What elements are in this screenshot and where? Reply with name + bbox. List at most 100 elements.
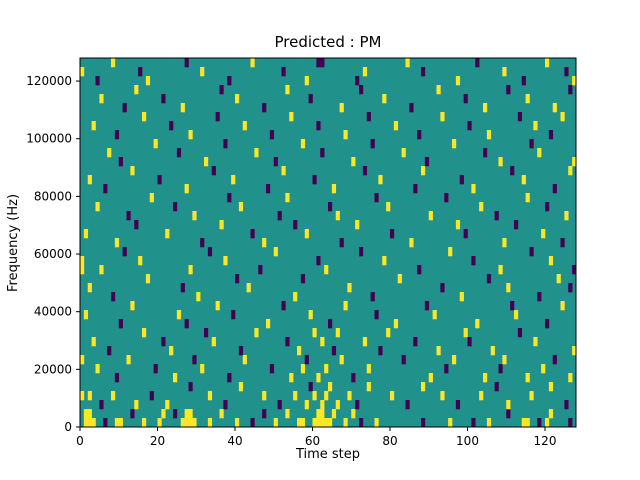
heatmap-cell — [552, 355, 557, 365]
heatmap-cell — [316, 58, 321, 68]
heatmap-cell — [273, 418, 278, 428]
heatmap-cell — [297, 346, 302, 356]
heatmap-cell — [463, 328, 468, 338]
y-tick-label: 60000 — [34, 247, 72, 261]
heatmap-cell — [568, 85, 573, 95]
heatmap-cell — [545, 202, 550, 212]
heatmap-cell — [242, 355, 247, 365]
heatmap-cell — [176, 310, 182, 320]
heatmap-cell — [483, 148, 488, 158]
heatmap-cell — [99, 94, 104, 104]
heatmap-cell — [281, 67, 286, 77]
heatmap-cell — [80, 355, 85, 365]
heatmap-cell — [529, 391, 534, 401]
heatmap-cell — [293, 292, 298, 302]
heatmap-cell — [494, 211, 499, 221]
heatmap-cell — [87, 175, 92, 185]
heatmap-cell — [219, 220, 224, 230]
heatmap-cell — [564, 67, 569, 77]
heatmap-cell — [285, 85, 290, 95]
heatmap-cell — [366, 112, 371, 122]
heatmap-cell — [277, 211, 282, 221]
heatmap-cell — [157, 418, 162, 428]
heatmap-cell — [455, 220, 461, 230]
heatmap-cell — [289, 112, 294, 122]
y-tick-label: 40000 — [34, 305, 72, 319]
heatmap-cell — [161, 337, 166, 347]
heatmap-cell — [95, 202, 100, 212]
heatmap-cell — [250, 418, 255, 428]
heatmap-cell — [514, 310, 519, 320]
heatmap-cell — [498, 157, 503, 167]
heatmap-cell — [304, 355, 309, 365]
heatmap-cell — [424, 157, 430, 167]
heatmap-cell — [173, 409, 178, 419]
axes-frame — [79, 57, 577, 428]
heatmap-cell — [335, 400, 340, 410]
heatmap-cell — [490, 346, 495, 356]
heatmap-cell — [111, 292, 116, 302]
heatmap-cell — [537, 292, 542, 302]
heatmap-cell — [134, 400, 139, 410]
x-tick-label: 0 — [76, 434, 84, 448]
heatmap-cell — [188, 130, 193, 140]
heatmap-cell — [390, 229, 395, 239]
heatmap-cell — [130, 301, 135, 311]
heatmap-cell — [351, 409, 356, 419]
heatmap-cell — [91, 337, 96, 347]
heatmap-cell — [285, 409, 290, 419]
heatmap-cell — [192, 211, 197, 221]
heatmap-cell — [192, 418, 197, 428]
heatmap-cell — [138, 256, 143, 266]
heatmap-cell — [91, 418, 96, 428]
heatmap-cell — [529, 247, 534, 257]
heatmap-cell — [211, 337, 216, 347]
heatmap-cell — [471, 184, 476, 194]
heatmap-cell — [114, 238, 120, 248]
heatmap-cell — [440, 112, 445, 122]
heatmap-cell — [506, 85, 511, 95]
heatmap-cell — [506, 409, 511, 419]
heatmap-cell — [479, 391, 484, 401]
heatmap-cell — [142, 112, 147, 122]
heatmap-cell — [494, 382, 499, 392]
heatmap-cell — [409, 103, 414, 113]
heatmap-cell — [312, 175, 317, 185]
heatmap-cell — [421, 382, 426, 392]
heatmap-cell — [541, 364, 546, 374]
heatmap-cell — [219, 85, 224, 95]
heatmap-cell — [130, 409, 135, 419]
heatmap-cell — [432, 310, 437, 320]
heatmap-cell — [421, 166, 426, 176]
heatmap-cell — [328, 202, 333, 212]
heatmap-cell — [417, 130, 422, 140]
heatmap-cell — [262, 409, 267, 419]
heatmap-cell — [80, 67, 85, 77]
heatmap-cell — [184, 409, 189, 419]
heatmap-cell — [428, 211, 433, 221]
heatmap-cell — [188, 418, 193, 428]
heatmap-cell — [87, 418, 92, 428]
heatmap-cell — [145, 76, 151, 86]
heatmap-cell — [525, 418, 530, 428]
heatmap-cell — [161, 409, 166, 419]
heatmap-cell — [463, 229, 468, 239]
heatmap-cell — [103, 418, 108, 428]
heatmap-cell — [281, 301, 286, 311]
heatmap-cell — [173, 373, 178, 383]
y-tick-label: 100000 — [26, 132, 72, 146]
heatmap-cell — [339, 238, 344, 248]
heatmap-cell — [80, 265, 85, 275]
heatmap-cell — [316, 373, 321, 383]
heatmap-cell — [184, 58, 189, 68]
heatmap-cell — [180, 418, 185, 428]
heatmap-cell — [149, 391, 154, 401]
heatmap-cell — [227, 193, 232, 203]
heatmap-cell — [320, 148, 325, 158]
heatmap-cell — [145, 274, 151, 284]
heatmap-cell — [444, 193, 449, 203]
heatmap-cell — [533, 121, 538, 131]
heatmap-cell — [207, 247, 213, 257]
